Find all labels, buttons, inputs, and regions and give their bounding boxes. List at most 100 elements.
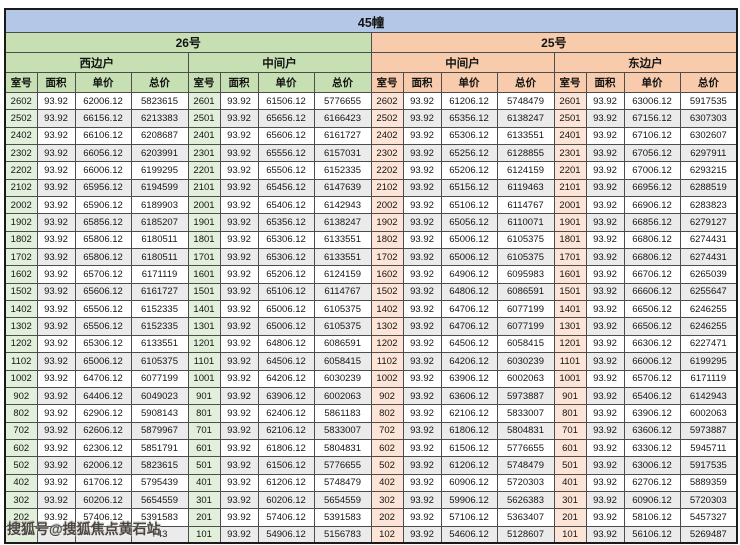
area-cell: 93.92: [585, 421, 625, 440]
room-cell: 1601: [187, 265, 221, 284]
unitprice-cell: 67006.12: [623, 161, 681, 180]
unitprice-cell: 61206.12: [257, 473, 315, 492]
totalprice-cell: 6166423: [313, 109, 372, 128]
area-cell: 93.92: [402, 91, 442, 111]
unitprice-cell: 65506.12: [257, 161, 315, 180]
room-cell: 1602: [370, 265, 404, 284]
room-cell: 1501: [187, 282, 221, 302]
room-cell: 2601: [553, 91, 587, 111]
area-cell: 93.92: [36, 265, 76, 284]
unitprice-cell: 65806.12: [74, 248, 132, 267]
room-cell: 901: [553, 386, 587, 406]
area-cell: 93.92: [219, 196, 259, 215]
area-cell: 93.92: [585, 230, 625, 250]
area-cell: 93.92: [402, 456, 442, 475]
table-row: 302 93.92 60206.12 5654559 301 93.92 60206.12 5…: [4, 490, 738, 510]
unitprice-cell: 62006.12: [74, 456, 132, 475]
area-cell: 93.92: [585, 438, 625, 458]
building-header-26: 26号: [4, 32, 372, 53]
room-cell: 2602: [4, 91, 38, 111]
area-cell: 93.92: [585, 196, 625, 215]
unitprice-cell: 64506.12: [257, 352, 315, 371]
totalprice-cell: 5917535: [679, 456, 738, 475]
totalprice-cell: 6058415: [496, 334, 555, 354]
room-cell: 502: [4, 456, 38, 475]
totalprice-cell: 5945711: [679, 438, 738, 458]
area-cell: 93.92: [402, 161, 442, 180]
totalprice-cell: 6199295: [679, 352, 738, 371]
totalprice-cell: 5879967: [130, 421, 189, 440]
room-cell: 1202: [370, 334, 404, 354]
table-row: 202 93.92 57406.12 5391583 201 93.92 57406.12 5…: [4, 508, 738, 527]
room-cell: 201: [553, 508, 587, 527]
unitprice-cell: 64706.12: [440, 300, 498, 319]
totalprice-cell: 6086591: [496, 282, 555, 302]
area-cell: 93.92: [402, 334, 442, 354]
room-cell: 802: [370, 404, 404, 423]
unitprice-cell: 67156.12: [623, 109, 681, 128]
totalprice-cell: 6105375: [496, 230, 555, 250]
unitprice-cell: 65506.12: [74, 317, 132, 336]
room-cell: 2101: [553, 178, 587, 198]
room-cell: 1502: [4, 282, 38, 302]
table-row: 902 93.92 64406.12 6049023 901 93.92 63906.12 6…: [4, 386, 738, 406]
area-cell: 93.92: [36, 178, 76, 198]
unitprice-cell: 62606.12: [74, 421, 132, 440]
room-cell: 2301: [187, 144, 221, 163]
totalprice-cell: 6142943: [313, 196, 372, 215]
totalprice-cell: 6274431: [679, 230, 738, 250]
area-cell: 93.92: [219, 317, 259, 336]
unitprice-cell: 65256.12: [440, 144, 498, 163]
area-cell: 93.92: [402, 352, 442, 371]
table-row: 1202 93.92 65306.12 6133551 1201 93.92 64806.1…: [4, 334, 738, 354]
totalprice-cell: 6105375: [313, 300, 372, 319]
area-cell: 93.92: [36, 352, 76, 371]
table-row: 1502 93.92 65606.12 6161727 1501 93.92 65106.1…: [4, 282, 738, 302]
totalprice-cell: 6293215: [679, 161, 738, 180]
area-cell: 93.92: [36, 473, 76, 492]
totalprice-cell: 6077199: [496, 300, 555, 319]
area-cell: 93.92: [219, 248, 259, 267]
totalprice-cell: 5391583: [130, 508, 189, 527]
area-cell: 93.92: [585, 248, 625, 267]
totalprice-cell: 5363407: [496, 508, 555, 527]
room-cell: 1501: [553, 282, 587, 302]
building-title: 45幢: [4, 8, 738, 33]
table-row: 743 101 93.92 54906.12 5156783 102 93.92 54606.…: [4, 525, 738, 544]
area-cell: 93.92: [402, 300, 442, 319]
room-cell: 501: [553, 456, 587, 475]
unitprice-cell: 66906.12: [623, 196, 681, 215]
table-row: 502 93.92 62006.12 5823615 501 93.92 61506.12 5…: [4, 456, 738, 475]
area-cell: 93.92: [36, 196, 76, 215]
totalprice-cell: 5457327: [679, 508, 738, 527]
table-row: 402 93.92 61706.12 5795439 401 93.92 61206.12 5…: [4, 473, 738, 492]
column-header-unitprice: 单价: [440, 72, 498, 93]
totalprice-cell: 5720303: [496, 473, 555, 492]
room-cell: 2002: [4, 196, 38, 215]
unitprice-cell: 66006.12: [623, 352, 681, 371]
totalprice-cell: 5804831: [496, 421, 555, 440]
area-cell: 93.92: [219, 300, 259, 319]
table-row: 702 93.92 62606.12 5879967 701 93.92 62106.12 5…: [4, 421, 738, 440]
unitprice-cell: 65106.12: [257, 282, 315, 302]
table-row: 2102 93.92 65956.12 6194599 2101 93.92 65456.1…: [4, 178, 738, 198]
unitprice-cell: 61206.12: [440, 91, 498, 111]
unitprice-cell: 65306.12: [257, 230, 315, 250]
room-cell: 1402: [4, 300, 38, 319]
room-cell: 1702: [4, 248, 38, 267]
totalprice-cell: 6297911: [679, 144, 738, 163]
room-cell: 2001: [187, 196, 221, 215]
room-cell: 2302: [4, 144, 38, 163]
room-cell: 1001: [187, 369, 221, 388]
totalprice-cell: 6124159: [496, 161, 555, 180]
area-cell: 93.92: [585, 334, 625, 354]
totalprice-cell: 6133551: [130, 334, 189, 354]
area-cell: 93.92: [219, 508, 259, 527]
area-cell: 93.92: [219, 386, 259, 406]
table-row: 1302 93.92 65506.12 6152335 1301 93.92 65006.1…: [4, 317, 738, 336]
unit-header-east: 东边户: [553, 52, 738, 73]
unitprice-cell: 63606.12: [440, 386, 498, 406]
area-cell: 93.92: [219, 109, 259, 128]
area-cell: 93.92: [219, 265, 259, 284]
unitprice-cell: 65306.12: [440, 126, 498, 146]
